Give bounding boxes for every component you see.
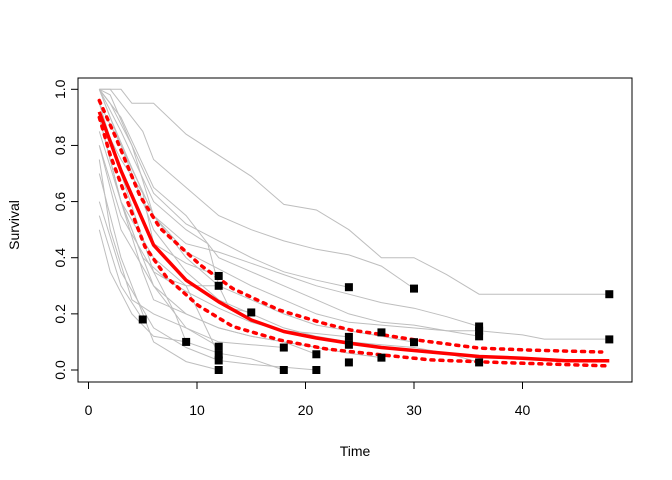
y-tick-label: 0.2	[52, 304, 68, 324]
censor-point	[214, 366, 223, 374]
censor-point	[138, 315, 147, 324]
censor-point	[475, 322, 484, 331]
individual-curve	[98, 89, 252, 313]
censor-point	[410, 338, 418, 347]
y-tick-label: 0.0	[52, 360, 68, 380]
y-tick-label: 1.0	[52, 79, 68, 99]
individual-curve	[98, 89, 480, 363]
individual-curve	[98, 145, 349, 338]
censor-point	[279, 343, 288, 352]
censor-point	[475, 358, 484, 367]
individual-curve	[98, 215, 144, 320]
censor-point	[182, 337, 191, 346]
censor-marks	[138, 271, 614, 374]
x-tick-label: 0	[85, 402, 93, 418]
x-tick-label: 30	[406, 402, 422, 418]
individual-curve	[98, 201, 317, 371]
censor-point	[377, 353, 386, 362]
individual-curve	[99, 88, 610, 295]
censor-point	[214, 271, 223, 280]
individual-curve	[99, 88, 415, 343]
individual-curve	[98, 159, 284, 348]
x-axis-label: Time	[340, 443, 371, 459]
individual-curve	[98, 117, 220, 355]
individual-curve	[98, 88, 480, 337]
censor-point	[344, 332, 353, 341]
censor-point	[247, 308, 256, 317]
censor-point	[410, 284, 418, 293]
confidence-bands	[97, 98, 607, 368]
y-axis-label: Survival	[6, 200, 22, 250]
censor-point	[312, 350, 321, 359]
censor-point	[475, 326, 484, 335]
censor-point	[475, 332, 484, 341]
upper-ci-line	[97, 98, 604, 354]
censor-point	[214, 281, 223, 290]
individual-curves	[98, 88, 610, 371]
individual-curve	[98, 173, 219, 371]
lower-ci-line	[97, 115, 607, 368]
censor-point	[214, 350, 223, 359]
censor-point	[312, 366, 321, 374]
censor-point	[279, 366, 288, 374]
y-tick-label: 0.8	[52, 135, 68, 155]
y-axis: 0.0 0.2 0.4 0.6 0.8 1.0	[52, 79, 79, 380]
censor-point	[377, 328, 386, 337]
censor-point	[344, 358, 353, 367]
censor-point	[605, 290, 614, 299]
individual-curve	[98, 103, 284, 371]
mean-curve	[97, 111, 610, 363]
censor-point	[605, 335, 614, 344]
censor-point	[344, 340, 353, 349]
censor-point	[344, 283, 353, 292]
y-tick-label: 0.6	[52, 192, 68, 212]
individual-curve	[98, 103, 480, 327]
individual-curve	[98, 88, 350, 288]
x-tick-label: 20	[298, 402, 314, 418]
x-tick-label: 10	[189, 402, 205, 418]
individual-curve	[98, 229, 187, 343]
censor-point	[214, 356, 223, 365]
x-tick-label: 40	[515, 402, 531, 418]
x-axis: 0 10 20 30 40	[85, 381, 531, 418]
individual-curve	[99, 88, 415, 290]
y-tick-label: 0.4	[52, 248, 68, 268]
individual-curve	[98, 117, 219, 277]
individual-curve	[98, 89, 610, 340]
censor-point	[214, 342, 223, 351]
mean-curve-group	[97, 111, 610, 363]
